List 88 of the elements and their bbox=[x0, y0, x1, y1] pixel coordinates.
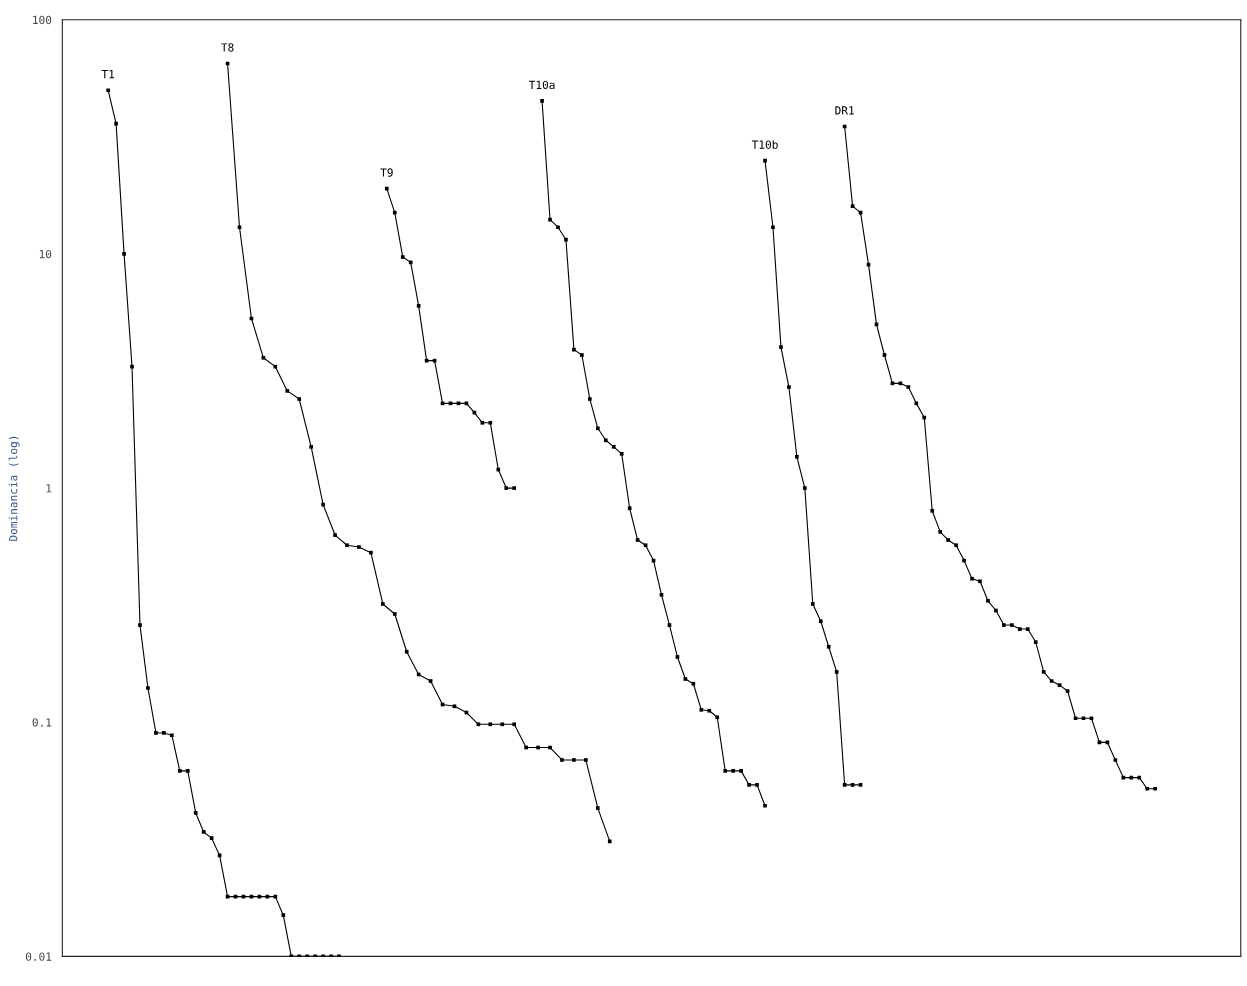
y-tick-label: 10 bbox=[39, 249, 52, 259]
point bbox=[1153, 786, 1158, 791]
point bbox=[771, 225, 775, 230]
point bbox=[400, 255, 405, 259]
point bbox=[193, 811, 198, 815]
point bbox=[309, 445, 314, 449]
point bbox=[333, 533, 337, 537]
point bbox=[580, 353, 584, 357]
point bbox=[818, 619, 823, 624]
point bbox=[787, 385, 791, 389]
point bbox=[755, 783, 759, 787]
point bbox=[747, 783, 751, 787]
series-label: DR1 bbox=[835, 106, 854, 115]
series-label: T8 bbox=[221, 43, 234, 52]
point bbox=[826, 644, 831, 649]
point bbox=[595, 426, 600, 431]
point bbox=[802, 486, 807, 490]
point bbox=[699, 707, 704, 712]
point bbox=[986, 598, 990, 603]
series-label: T9 bbox=[380, 168, 393, 177]
point bbox=[1041, 670, 1046, 674]
point bbox=[512, 486, 517, 490]
point bbox=[169, 733, 174, 738]
point bbox=[297, 397, 302, 401]
point bbox=[504, 486, 509, 490]
point bbox=[488, 420, 493, 425]
point bbox=[404, 649, 409, 654]
y-tick-label: 100 bbox=[33, 15, 52, 25]
point bbox=[201, 830, 206, 834]
point bbox=[595, 806, 600, 810]
y-tick-label: 0.1 bbox=[32, 718, 52, 727]
point bbox=[763, 803, 767, 808]
point bbox=[380, 602, 385, 606]
point bbox=[1017, 627, 1022, 631]
point bbox=[154, 731, 158, 735]
point bbox=[584, 758, 588, 762]
point bbox=[938, 530, 943, 534]
point bbox=[1010, 623, 1014, 627]
point bbox=[1002, 623, 1006, 627]
point bbox=[488, 722, 493, 727]
point bbox=[619, 452, 624, 456]
y-tick-label: 1 bbox=[46, 484, 52, 493]
point bbox=[723, 769, 728, 773]
point bbox=[978, 579, 982, 584]
point bbox=[779, 345, 783, 349]
y-tick-label: 0.01 bbox=[25, 952, 52, 961]
point bbox=[763, 158, 767, 163]
point bbox=[162, 731, 166, 735]
series-label: T10a bbox=[528, 80, 555, 90]
y-axis-title: Dominancia (log) bbox=[8, 436, 20, 541]
point bbox=[285, 389, 290, 393]
series-label: T10b bbox=[751, 140, 778, 149]
point bbox=[1025, 627, 1030, 631]
point bbox=[954, 543, 958, 548]
point bbox=[512, 722, 517, 727]
point bbox=[556, 225, 560, 230]
point bbox=[611, 445, 616, 449]
point bbox=[739, 769, 743, 773]
point bbox=[603, 438, 608, 443]
point bbox=[795, 454, 799, 459]
point bbox=[834, 670, 839, 674]
point bbox=[715, 715, 720, 720]
point bbox=[946, 538, 950, 542]
point bbox=[572, 758, 576, 762]
point bbox=[970, 576, 974, 581]
series-label: T1 bbox=[101, 70, 115, 79]
point bbox=[177, 769, 182, 773]
point bbox=[1033, 640, 1038, 644]
point bbox=[106, 88, 110, 93]
point bbox=[707, 708, 712, 713]
point bbox=[392, 612, 397, 616]
point bbox=[731, 769, 736, 773]
point bbox=[548, 217, 552, 222]
point bbox=[357, 545, 361, 549]
point bbox=[540, 99, 544, 103]
point bbox=[588, 397, 592, 401]
point bbox=[345, 543, 349, 548]
point bbox=[930, 508, 935, 513]
point bbox=[564, 237, 568, 242]
point bbox=[810, 602, 815, 606]
point bbox=[560, 758, 564, 762]
point bbox=[122, 252, 126, 256]
point bbox=[185, 769, 190, 773]
point bbox=[281, 913, 286, 918]
point bbox=[1145, 786, 1150, 791]
point bbox=[138, 623, 142, 627]
point bbox=[146, 686, 150, 690]
point bbox=[500, 722, 505, 727]
